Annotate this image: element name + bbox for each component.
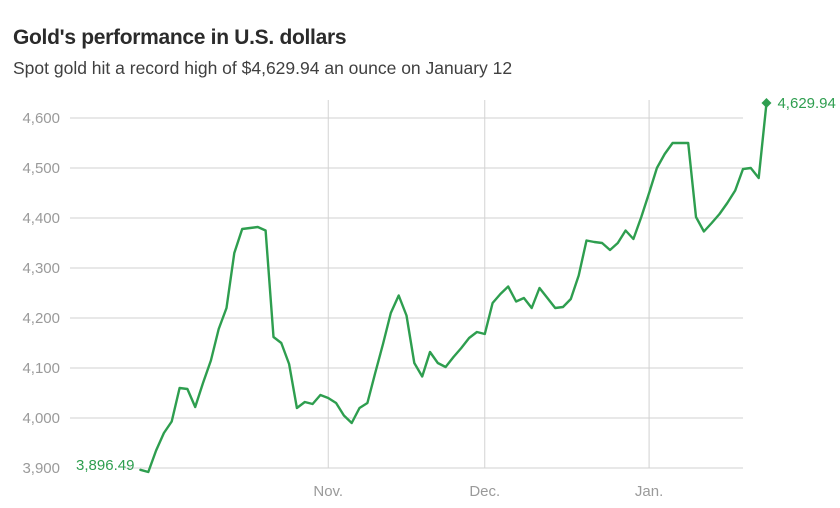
y-tick-label: 3,900 — [22, 460, 60, 477]
x-tick-label: Jan. — [635, 483, 663, 500]
y-tick-label: 4,400 — [22, 210, 60, 227]
x-tick-label: Nov. — [313, 483, 343, 500]
end-value-label: 4,629.94 — [777, 95, 835, 112]
y-tick-label: 4,300 — [22, 260, 60, 277]
y-tick-label: 4,000 — [22, 410, 60, 427]
gold-price-line — [139, 101, 768, 474]
chart-title: Gold's performance in U.S. dollars — [13, 26, 347, 49]
y-tick-label: 4,100 — [22, 360, 60, 377]
chart-subtitle: Spot gold hit a record high of $4,629.94… — [13, 58, 513, 78]
last-point-marker — [761, 98, 772, 109]
y-tick-label: 4,500 — [22, 160, 60, 177]
y-tick-label: 4,200 — [22, 310, 60, 327]
x-tick-label: Dec. — [469, 483, 500, 500]
start-value-label: 3,896.49 — [76, 457, 134, 474]
y-tick-label: 4,600 — [22, 110, 60, 127]
